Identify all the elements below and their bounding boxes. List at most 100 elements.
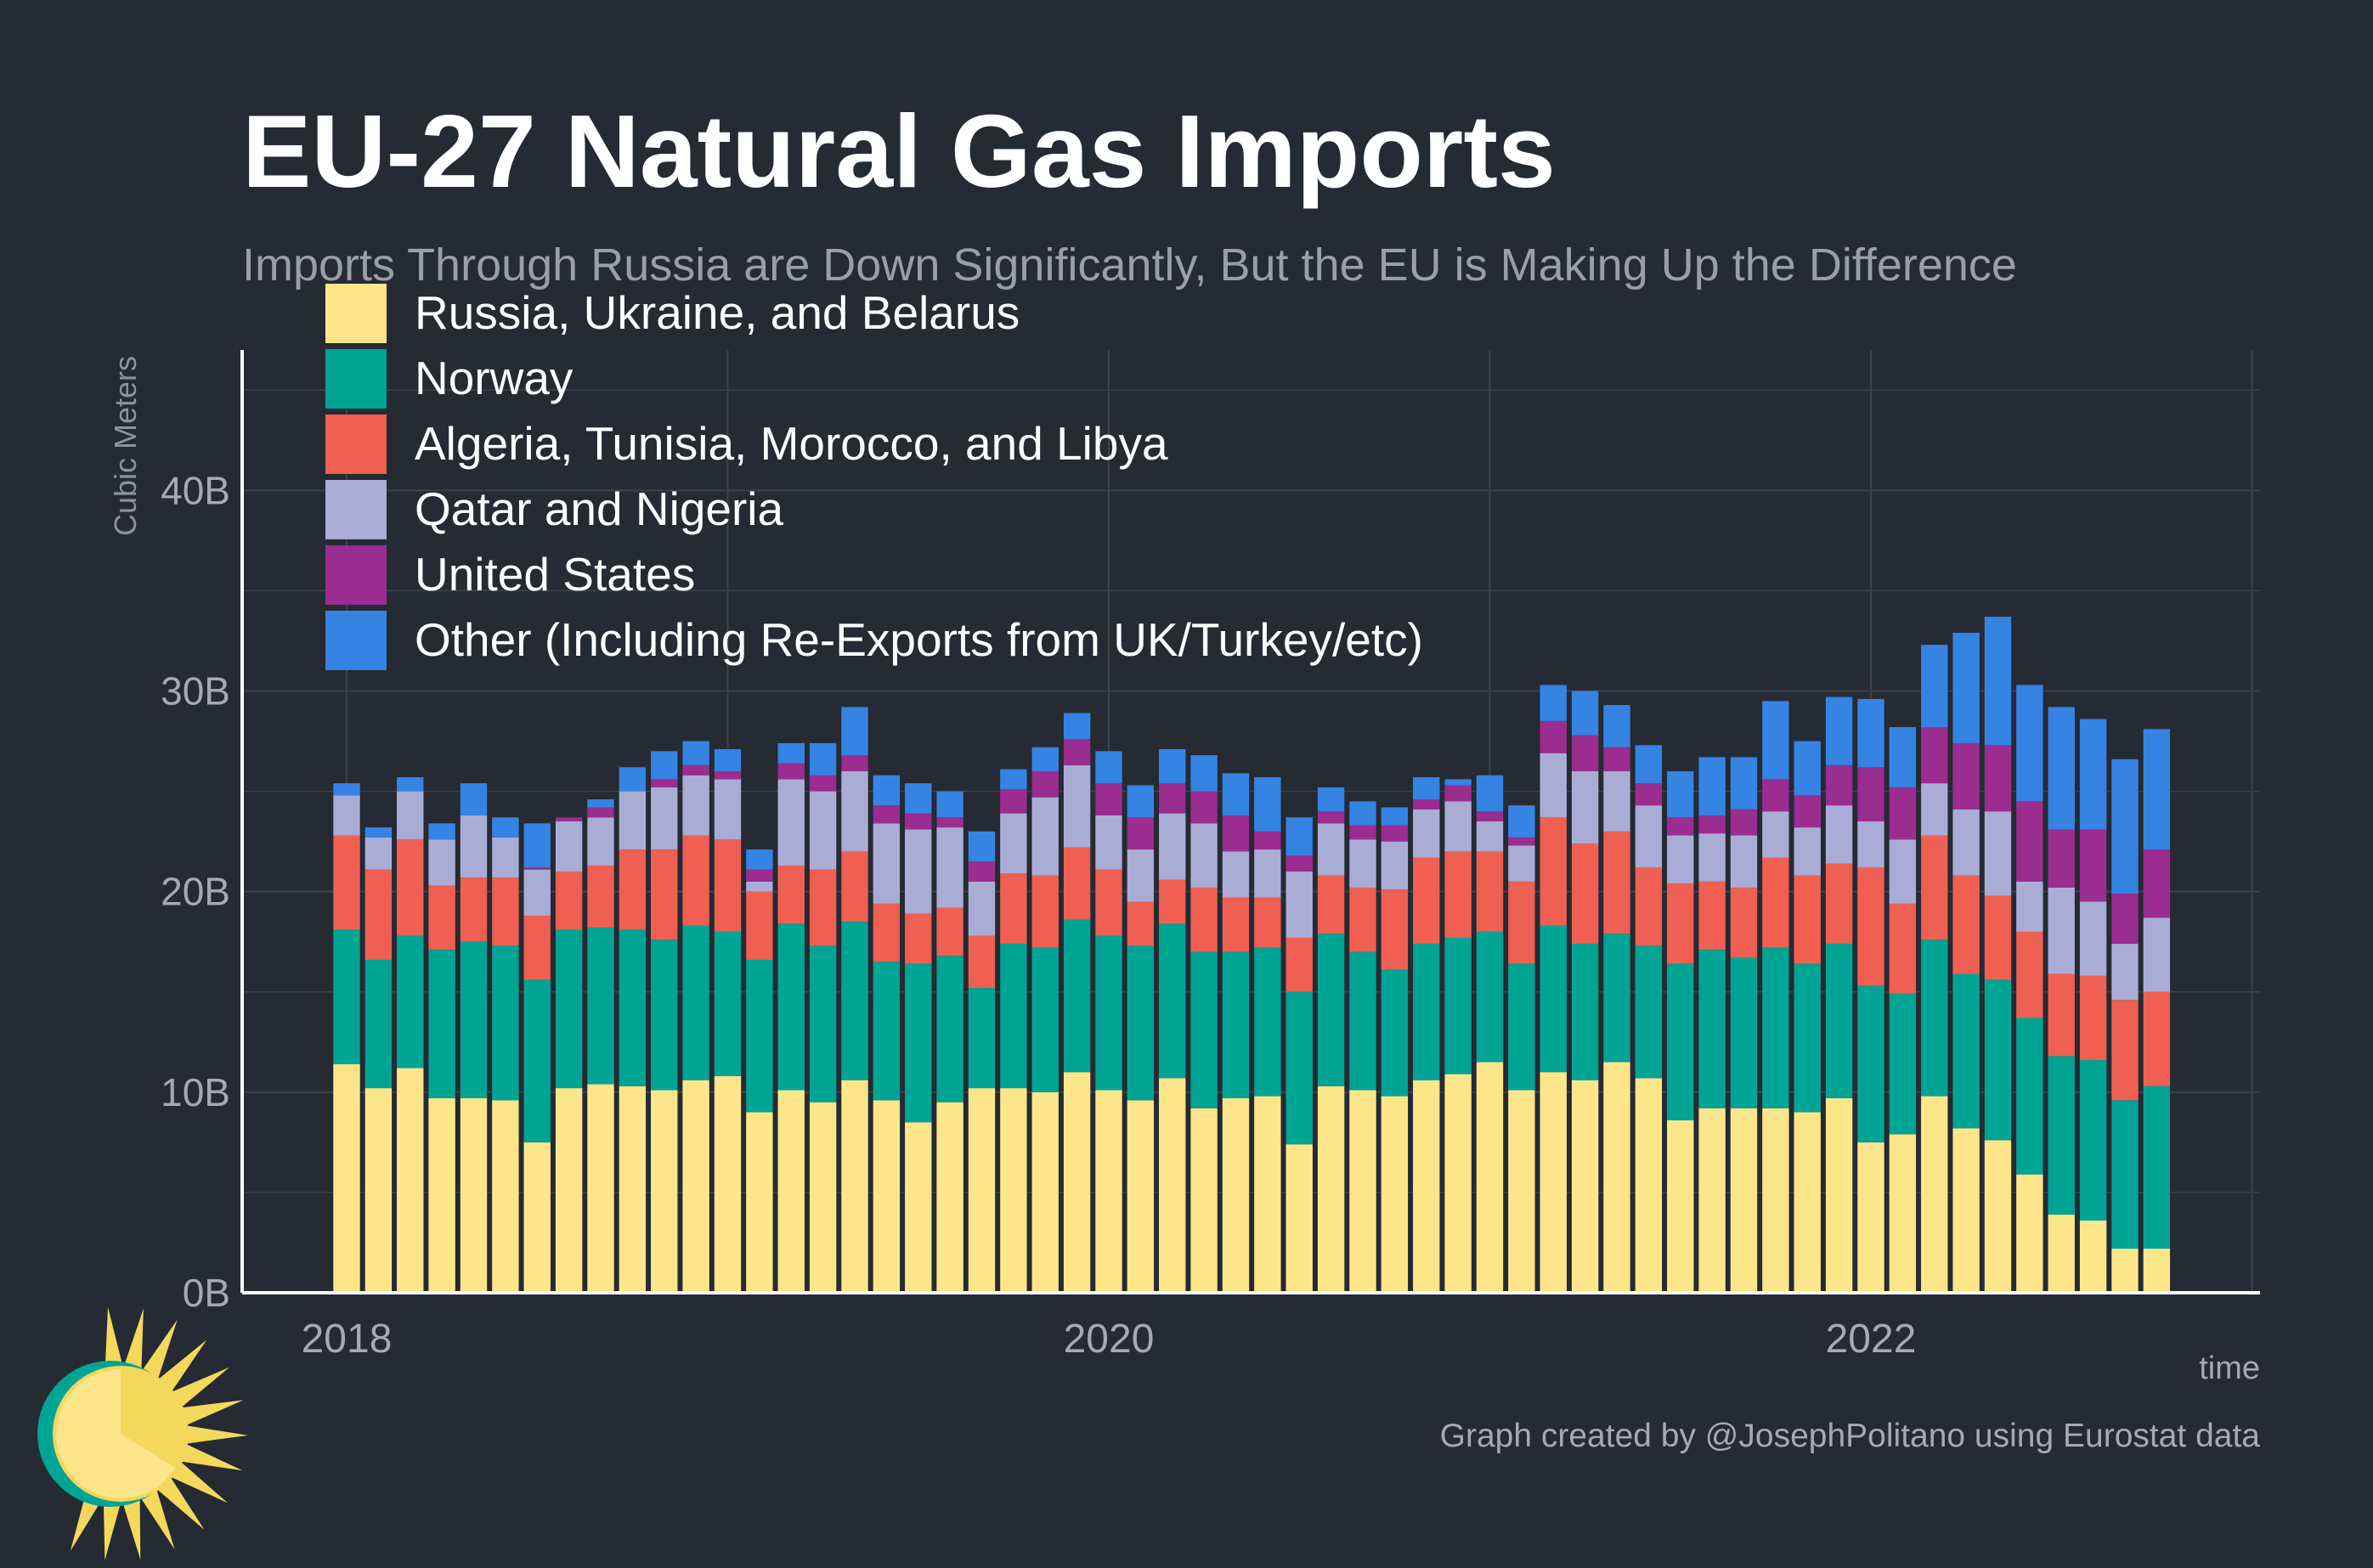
bar-segment bbox=[1508, 805, 1535, 838]
bar-segment bbox=[1476, 931, 1504, 1063]
bar-segment bbox=[333, 795, 360, 836]
x-axis-label: time bbox=[2199, 1351, 2260, 1386]
bar-segment bbox=[1540, 817, 1567, 926]
bar-segment bbox=[1413, 857, 1440, 945]
bar-segment bbox=[1603, 747, 1630, 771]
bar-segment bbox=[1857, 698, 1884, 768]
bar-segment bbox=[905, 1122, 932, 1293]
bar-segment bbox=[1921, 939, 1948, 1097]
bar-segment bbox=[555, 929, 583, 1089]
bar-segment bbox=[1952, 875, 1980, 974]
bar-segment bbox=[1222, 851, 1250, 898]
bar-segment bbox=[1444, 937, 1472, 1074]
bar-segment bbox=[2048, 887, 2075, 974]
bar-segment bbox=[873, 775, 901, 806]
bar-segment bbox=[555, 821, 583, 872]
bar-segment bbox=[1317, 811, 1345, 824]
bar-segment bbox=[1730, 887, 1758, 958]
legend-label: Other (Including Re-Exports from UK/Turk… bbox=[415, 613, 1423, 666]
legend-swatch bbox=[325, 545, 387, 605]
bar-segment bbox=[2079, 829, 2107, 902]
bar-segment bbox=[523, 867, 551, 870]
bar-segment bbox=[1127, 901, 1155, 946]
bar-segment bbox=[1000, 813, 1027, 874]
legend-swatch bbox=[325, 480, 387, 539]
bar-segment bbox=[428, 1097, 455, 1293]
bar-segment bbox=[619, 791, 647, 850]
bar-segment bbox=[1730, 757, 1758, 809]
bar-segment bbox=[428, 885, 455, 950]
bar-segment bbox=[777, 923, 805, 1091]
bar-segment bbox=[873, 962, 901, 1101]
bar-segment bbox=[1730, 1108, 1758, 1293]
bar-segment bbox=[1127, 1100, 1155, 1293]
bar-segment bbox=[841, 755, 868, 771]
bar-segment bbox=[1762, 1108, 1789, 1293]
legend-label: Norway bbox=[415, 352, 573, 404]
bar-segment bbox=[841, 922, 868, 1080]
bar-segment bbox=[1984, 811, 2012, 896]
bar-segment bbox=[2048, 973, 2075, 1057]
bar-segment bbox=[1285, 871, 1313, 938]
bar-segment bbox=[1889, 839, 1917, 904]
bar-segment bbox=[1921, 783, 1948, 836]
bar-segment bbox=[714, 770, 742, 780]
bar-segment bbox=[1603, 705, 1630, 747]
legend-label: United States bbox=[415, 548, 695, 601]
bar-segment bbox=[1571, 735, 1599, 771]
bar-segment bbox=[1952, 973, 1980, 1129]
bar-segment bbox=[1381, 807, 1409, 826]
bar-segment bbox=[523, 979, 551, 1142]
bar-segment bbox=[1794, 741, 1821, 796]
y-tick-label: 20B bbox=[161, 870, 230, 914]
bar-segment bbox=[1159, 813, 1186, 880]
bar-segment bbox=[651, 1090, 678, 1293]
bar-segment bbox=[1285, 991, 1313, 1145]
bar-segment bbox=[2111, 1249, 2139, 1293]
bar-segment bbox=[428, 839, 455, 886]
bar-segment bbox=[1603, 933, 1630, 1063]
bar-segment bbox=[1444, 1074, 1472, 1293]
bar-segment bbox=[968, 1088, 996, 1293]
bar-segment bbox=[2143, 917, 2171, 992]
bar-segment bbox=[968, 935, 996, 989]
bar-segment bbox=[1413, 1080, 1440, 1293]
bar-segment bbox=[2079, 975, 2107, 1061]
bar-segment bbox=[1952, 633, 1980, 743]
bar-segment bbox=[1667, 1120, 1694, 1293]
bar-segment bbox=[1889, 1134, 1917, 1293]
bar-segment bbox=[1635, 867, 1663, 946]
legend-label: Algeria, Tunisia, Morocco, and Libya bbox=[415, 417, 1168, 470]
bar-segment bbox=[682, 741, 709, 765]
bar-segment bbox=[1952, 742, 1980, 809]
bar-segment bbox=[1794, 963, 1821, 1113]
bar-segment bbox=[587, 928, 614, 1085]
bar-segment bbox=[1000, 873, 1027, 945]
bar-segment bbox=[1349, 951, 1376, 1091]
bar-segment bbox=[968, 831, 996, 862]
y-tick-label: 40B bbox=[161, 468, 230, 512]
y-tick-label: 30B bbox=[161, 668, 230, 713]
bar-segment bbox=[1159, 923, 1186, 1079]
bar-segment bbox=[460, 1097, 488, 1293]
bar-segment bbox=[1127, 849, 1155, 902]
legend-swatch bbox=[325, 611, 387, 670]
bar-segment bbox=[746, 849, 773, 870]
bar-segment bbox=[1730, 957, 1758, 1108]
bar-segment bbox=[1254, 897, 1281, 948]
bar-segment bbox=[1635, 805, 1663, 868]
bar-segment bbox=[619, 767, 647, 792]
bar-segment bbox=[968, 988, 996, 1089]
bar-segment bbox=[1063, 739, 1091, 765]
bar-segment bbox=[1222, 897, 1250, 952]
bar-segment bbox=[587, 807, 614, 818]
x-tick-label: 2018 bbox=[302, 1317, 393, 1362]
bar-segment bbox=[1063, 713, 1091, 740]
bar-segment bbox=[682, 925, 709, 1080]
bar-segment bbox=[523, 823, 551, 868]
credit-text: Graph created by @JosephPolitano using E… bbox=[1440, 1418, 2261, 1454]
bar-segment bbox=[364, 1088, 393, 1293]
bar-segment bbox=[936, 1102, 963, 1293]
bar-segment bbox=[1222, 773, 1250, 815]
